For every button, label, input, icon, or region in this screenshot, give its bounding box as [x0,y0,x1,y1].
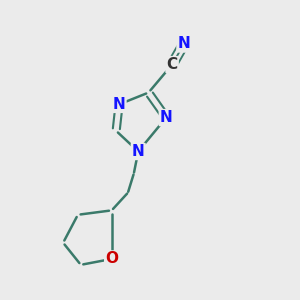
Text: N: N [178,37,190,52]
Text: N: N [160,110,172,125]
Text: N: N [132,144,145,159]
Text: C: C [167,57,178,72]
Text: N: N [113,97,125,112]
Text: O: O [105,251,118,266]
